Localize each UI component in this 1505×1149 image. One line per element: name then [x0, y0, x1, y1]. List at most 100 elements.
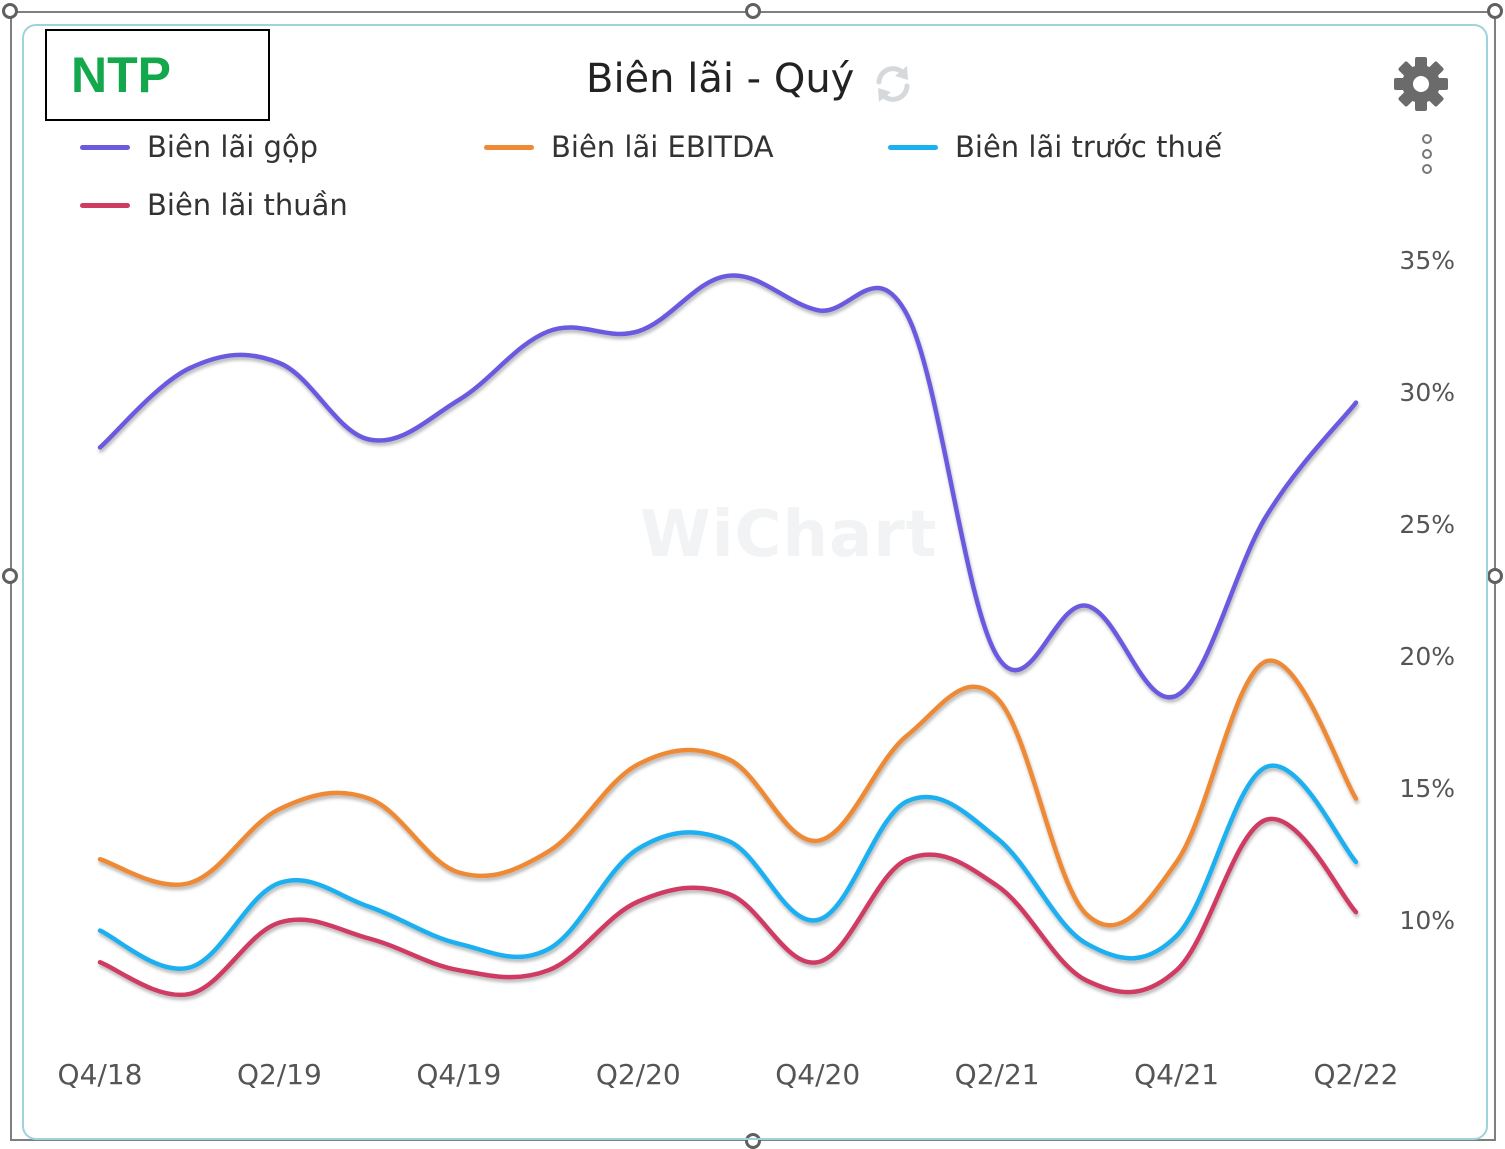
- data-point[interactable]: [722, 835, 734, 847]
- data-point[interactable]: [363, 434, 375, 446]
- data-point[interactable]: [1260, 814, 1272, 826]
- series-line[interactable]: [97, 763, 1359, 971]
- x-tick-label: Q4/18: [58, 1058, 143, 1091]
- data-point[interactable]: [1171, 856, 1183, 868]
- series-line[interactable]: [97, 273, 1359, 700]
- legend-label: Biên lãi trước thuế: [955, 130, 1223, 164]
- data-point[interactable]: [453, 938, 465, 950]
- gear-icon[interactable]: [1393, 56, 1449, 112]
- data-point[interactable]: [1171, 930, 1183, 942]
- series-2[interactable]: [94, 655, 1362, 928]
- resize-handle-top-center[interactable]: [745, 3, 761, 19]
- data-point[interactable]: [273, 877, 285, 889]
- y-tick-label: 10%: [1399, 906, 1455, 935]
- data-point[interactable]: [543, 845, 555, 857]
- data-point[interactable]: [1171, 964, 1183, 976]
- y-tick-label: 15%: [1399, 774, 1455, 803]
- data-point[interactable]: [1350, 397, 1362, 409]
- data-point[interactable]: [363, 901, 375, 913]
- ticker-label: NTP: [45, 29, 270, 121]
- data-point[interactable]: [184, 877, 196, 889]
- legend-item-net-margin[interactable]: Biên lãi thuần: [80, 188, 348, 222]
- resize-handle-top-right[interactable]: [1487, 3, 1503, 19]
- data-point[interactable]: [1081, 909, 1093, 921]
- data-point[interactable]: [632, 325, 644, 337]
- data-point[interactable]: [184, 962, 196, 974]
- data-point[interactable]: [1260, 761, 1272, 773]
- data-point[interactable]: [722, 270, 734, 282]
- y-tick-label: 35%: [1399, 246, 1455, 275]
- x-tick-label: Q2/21: [955, 1058, 1040, 1091]
- data-point[interactable]: [991, 692, 1003, 704]
- refresh-icon[interactable]: [871, 62, 915, 106]
- data-point[interactable]: [901, 853, 913, 865]
- legend-item-pretax-margin[interactable]: Biên lãi trước thuế: [888, 130, 1222, 164]
- data-point[interactable]: [722, 753, 734, 765]
- data-point[interactable]: [94, 441, 106, 453]
- x-tick-label: Q4/21: [1134, 1058, 1219, 1091]
- series-4[interactable]: [94, 814, 1362, 1000]
- data-point[interactable]: [1081, 938, 1093, 950]
- data-point[interactable]: [94, 853, 106, 865]
- data-point[interactable]: [632, 896, 644, 908]
- vertical-dots-icon[interactable]: [1416, 132, 1438, 176]
- data-point[interactable]: [543, 964, 555, 976]
- legend-swatch: [484, 144, 534, 150]
- legend-label: Biên lãi thuần: [147, 188, 348, 222]
- legend-label: Biên lãi gộp: [147, 130, 319, 164]
- x-tick-label: Q2/22: [1314, 1058, 1399, 1091]
- legend-swatch: [80, 202, 130, 208]
- data-point[interactable]: [991, 880, 1003, 892]
- resize-handle-middle-left[interactable]: [2, 568, 18, 584]
- data-point[interactable]: [1081, 600, 1093, 612]
- data-point[interactable]: [273, 917, 285, 929]
- data-point[interactable]: [1350, 793, 1362, 805]
- data-point[interactable]: [722, 888, 734, 900]
- chart-title: Biên lãi - Quý: [586, 56, 855, 102]
- data-point[interactable]: [1350, 856, 1362, 868]
- data-point[interactable]: [991, 650, 1003, 662]
- data-point[interactable]: [901, 309, 913, 321]
- data-point[interactable]: [184, 988, 196, 1000]
- series-3[interactable]: [94, 761, 1362, 974]
- data-point[interactable]: [543, 325, 555, 337]
- data-point[interactable]: [363, 932, 375, 944]
- data-point[interactable]: [273, 357, 285, 369]
- y-tick-label: 25%: [1399, 510, 1455, 539]
- data-point[interactable]: [1260, 655, 1272, 667]
- x-tick-label: Q2/19: [237, 1058, 322, 1091]
- data-point[interactable]: [94, 956, 106, 968]
- series-line[interactable]: [97, 816, 1359, 998]
- series-1[interactable]: [94, 270, 1362, 702]
- data-point[interactable]: [812, 835, 824, 847]
- data-point[interactable]: [453, 866, 465, 878]
- data-point[interactable]: [1260, 510, 1272, 522]
- legend-item-gross-margin[interactable]: Biên lãi gộp: [80, 130, 318, 164]
- data-point[interactable]: [901, 729, 913, 741]
- data-point[interactable]: [543, 943, 555, 955]
- data-point[interactable]: [1081, 975, 1093, 987]
- data-point[interactable]: [453, 394, 465, 406]
- data-point[interactable]: [94, 925, 106, 937]
- resize-handle-top-left[interactable]: [2, 3, 18, 19]
- data-point[interactable]: [184, 362, 196, 374]
- data-point[interactable]: [812, 304, 824, 316]
- data-point[interactable]: [812, 914, 824, 926]
- legend-item-ebitda-margin[interactable]: Biên lãi EBITDA: [484, 130, 774, 164]
- data-point[interactable]: [991, 832, 1003, 844]
- data-point[interactable]: [1171, 690, 1183, 702]
- data-point[interactable]: [363, 793, 375, 805]
- data-point[interactable]: [901, 795, 913, 807]
- legend-swatch: [80, 144, 130, 150]
- data-point[interactable]: [632, 843, 644, 855]
- data-point[interactable]: [632, 758, 644, 770]
- y-tick-label: 30%: [1399, 378, 1455, 407]
- resize-handle-middle-right[interactable]: [1487, 568, 1503, 584]
- series-layer: [94, 270, 1362, 1000]
- data-point[interactable]: [812, 956, 824, 968]
- data-point[interactable]: [453, 964, 465, 976]
- data-point[interactable]: [1350, 906, 1362, 918]
- data-point[interactable]: [273, 803, 285, 815]
- legend-swatch: [888, 144, 938, 150]
- series-line[interactable]: [97, 658, 1359, 928]
